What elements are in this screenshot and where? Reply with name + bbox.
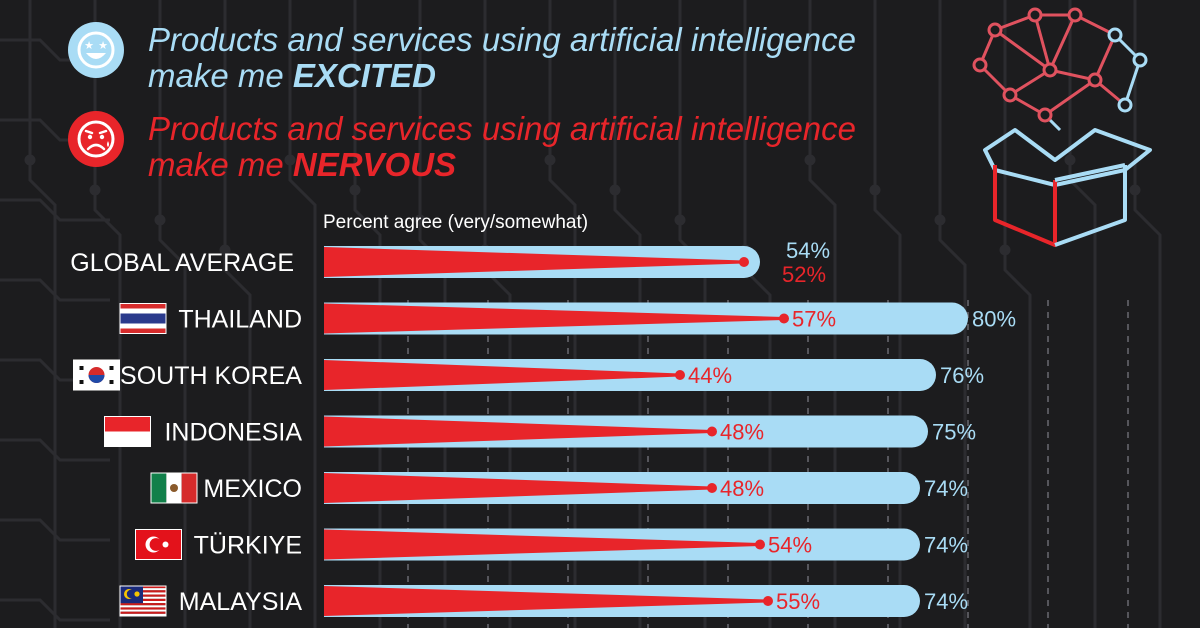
point-nervous — [739, 257, 749, 267]
star-eyes-face-icon: ★ ★ — [68, 22, 124, 78]
bar-nervous — [324, 303, 784, 334]
legend-excited-text: Products and services using artificial i… — [148, 21, 857, 94]
nervous-emphasis: NERVOUS — [292, 146, 457, 183]
category-label: GLOBAL AVERAGE — [70, 249, 294, 277]
point-nervous — [707, 483, 717, 493]
chart-row: SOUTH KOREA 76% 44% — [73, 359, 984, 391]
value-label-nervous: 54% — [768, 533, 812, 558]
chart-row: INDONESIA 75% 48% — [104, 415, 976, 448]
legend-excited: ★ ★ Products and services using artifici… — [68, 22, 856, 94]
chart-row: TÜRKIYE 74% 54% — [135, 528, 968, 561]
flag-icon — [119, 303, 167, 334]
bar-nervous — [324, 360, 680, 390]
value-label-nervous: 44% — [688, 363, 732, 388]
ai-brain-box-icon — [972, 7, 1152, 247]
value-label-excited: 54% — [786, 238, 830, 263]
category-label: THAILAND — [178, 306, 302, 334]
category-label: SOUTH KOREA — [120, 362, 302, 390]
point-nervous — [763, 596, 773, 606]
bar-nervous — [324, 529, 760, 560]
chart-row: THAILAND 80% 57% — [119, 302, 1016, 335]
flag-icon — [150, 472, 198, 504]
bar-nervous — [324, 247, 744, 277]
chart-subtitle: Percent agree (very/somewhat) — [323, 212, 589, 233]
chart-row: GLOBAL AVERAGE 54%52% — [70, 238, 830, 287]
point-nervous — [675, 370, 685, 380]
value-label-nervous: 52% — [782, 262, 826, 287]
flag-icon — [104, 416, 151, 447]
value-label-nervous: 57% — [792, 307, 836, 332]
chart-row: MALAYSIA 74% 55% — [119, 585, 968, 617]
category-label: INDONESIA — [164, 419, 302, 447]
value-label-nervous: 48% — [720, 420, 764, 445]
point-nervous — [755, 539, 765, 550]
value-label-excited: 80% — [972, 307, 1016, 332]
bar-nervous — [324, 473, 712, 503]
value-label-excited: 74% — [924, 589, 968, 614]
anxious-face-icon — [68, 111, 124, 167]
grid-lines — [407, 300, 1129, 628]
flag-icon — [73, 359, 120, 391]
value-label-excited: 74% — [924, 476, 968, 501]
legend-nervous: Products and services using artificial i… — [68, 111, 856, 183]
bar-nervous — [324, 416, 712, 447]
chart-row: MEXICO 74% 48% — [150, 472, 968, 504]
value-label-excited: 76% — [940, 363, 984, 388]
svg-text:★: ★ — [98, 39, 108, 52]
bar-nervous — [324, 586, 768, 616]
flag-icon — [135, 529, 182, 560]
point-nervous — [707, 426, 717, 437]
flag-icon — [119, 585, 167, 617]
category-label: MEXICO — [203, 475, 302, 503]
category-label: MALAYSIA — [179, 588, 303, 616]
value-label-excited: 74% — [924, 533, 968, 558]
svg-text:★: ★ — [84, 39, 94, 52]
legend-nervous-text: Products and services using artificial i… — [148, 110, 857, 183]
value-label-nervous: 55% — [776, 589, 820, 614]
point-nervous — [779, 313, 789, 324]
excited-emphasis: EXCITED — [292, 57, 436, 94]
value-label-excited: 75% — [932, 420, 976, 445]
category-label: TÜRKIYE — [194, 532, 302, 560]
value-label-nervous: 48% — [720, 476, 764, 501]
